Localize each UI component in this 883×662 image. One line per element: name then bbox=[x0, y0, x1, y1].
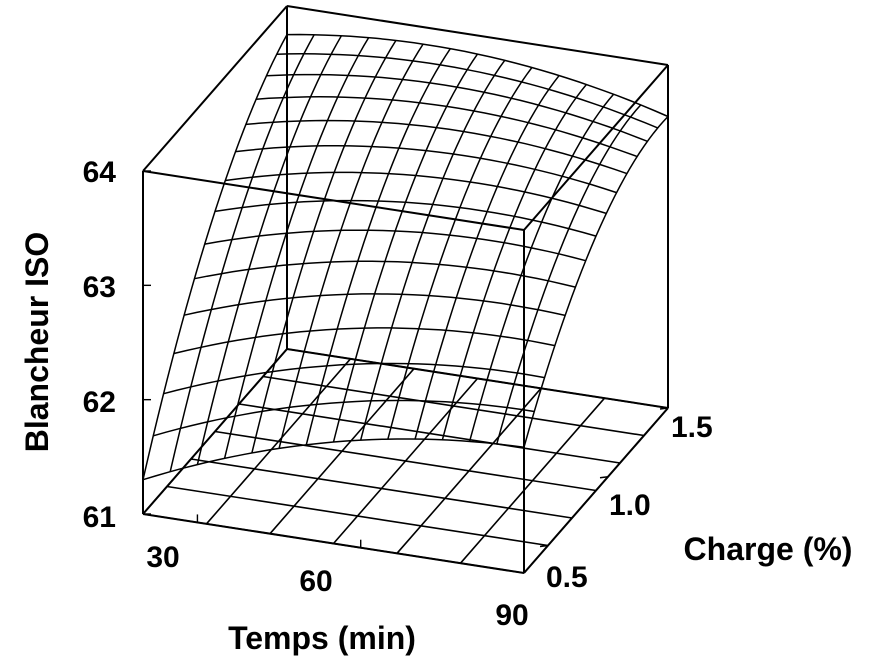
x-tick-label: 90 bbox=[495, 599, 528, 632]
tick-marks bbox=[143, 170, 669, 573]
surface-line-charge bbox=[441, 84, 587, 440]
surface-line-temps bbox=[276, 53, 658, 129]
z-tick-label: 62 bbox=[83, 386, 116, 419]
y-tick-mark bbox=[659, 407, 669, 410]
z-tick-label: 61 bbox=[83, 501, 116, 534]
x-tick-labels: 30 60 90 bbox=[146, 541, 528, 632]
y-tick-mark bbox=[599, 476, 609, 479]
z-tick-labels: 61 62 63 64 bbox=[83, 156, 117, 534]
surface-line-charge bbox=[196, 35, 343, 465]
floor-grid-line bbox=[214, 430, 597, 492]
surface-line-temps bbox=[194, 260, 576, 288]
y-tick-label: 1.0 bbox=[609, 489, 651, 522]
floor-grid-line bbox=[238, 403, 621, 464]
surface-mesh bbox=[142, 33, 669, 481]
y-tick-label: 1.5 bbox=[671, 411, 713, 444]
x-tick-label: 30 bbox=[146, 541, 179, 574]
surface-line-temps bbox=[204, 229, 586, 262]
floor-grid-line bbox=[286, 348, 669, 409]
surface-line-temps bbox=[173, 327, 556, 355]
z-tick-label: 64 bbox=[83, 156, 117, 189]
x-tick-label: 60 bbox=[299, 565, 332, 598]
surface-line-charge bbox=[359, 59, 506, 441]
z-axis-title: Blancheur ISO bbox=[19, 232, 55, 453]
box-edge bbox=[286, 5, 669, 66]
surface-line-temps bbox=[183, 293, 566, 317]
bounding-box bbox=[142, 5, 669, 574]
y-tick-mark bbox=[539, 544, 549, 548]
floor-grid bbox=[142, 348, 669, 574]
y-tick-labels: 0.5 1.0 1.5 bbox=[546, 411, 713, 594]
z-tick-label: 63 bbox=[83, 271, 116, 304]
surface-line-temps bbox=[153, 399, 535, 437]
floor-grid-line bbox=[262, 375, 645, 437]
x-axis-title: Temps (min) bbox=[228, 620, 416, 656]
surface-line-temps bbox=[214, 199, 597, 237]
floor-grid-line bbox=[190, 458, 573, 519]
surface-line-temps bbox=[225, 171, 607, 215]
surface-line-temps bbox=[266, 73, 648, 142]
surface-line-charge bbox=[142, 34, 288, 480]
surface-line-temps bbox=[142, 438, 525, 481]
y-tick-label: 0.5 bbox=[546, 561, 588, 594]
surface-line-temps bbox=[256, 96, 638, 158]
y-axis-title: Charge (%) bbox=[684, 531, 853, 567]
surface-line-charge bbox=[414, 75, 560, 440]
box-edge bbox=[142, 5, 288, 172]
surface-line-charge bbox=[169, 34, 315, 472]
surface-line-charge bbox=[332, 53, 479, 443]
surface-line-temps bbox=[235, 144, 617, 194]
floor-grid-line bbox=[142, 513, 525, 574]
surface-line-temps bbox=[245, 119, 628, 175]
surface-line-temps bbox=[163, 362, 545, 395]
surface-line-temps bbox=[286, 33, 669, 118]
floor-grid-line bbox=[166, 485, 549, 547]
box-edge bbox=[523, 64, 669, 231]
